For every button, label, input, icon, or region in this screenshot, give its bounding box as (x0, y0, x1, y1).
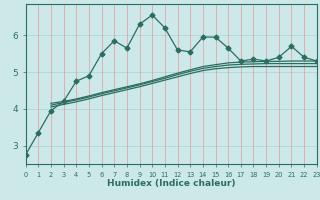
X-axis label: Humidex (Indice chaleur): Humidex (Indice chaleur) (107, 179, 236, 188)
